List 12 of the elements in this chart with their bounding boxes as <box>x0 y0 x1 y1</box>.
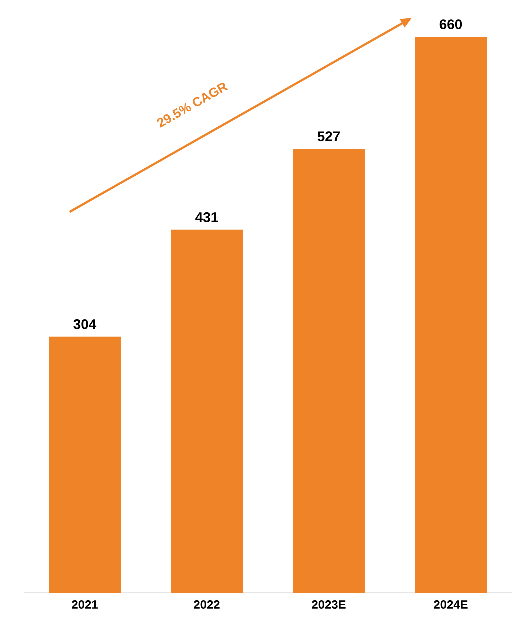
data-label: 660 <box>440 20 462 30</box>
data-label: 304 <box>74 319 97 330</box>
x-tick-label: 2022 <box>194 600 220 609</box>
bar <box>415 36 488 593</box>
bar <box>171 230 244 593</box>
bar <box>293 149 366 593</box>
x-tick-label: 2023E <box>312 600 346 610</box>
x-tick-label: 2024E <box>434 600 468 609</box>
data-label: 431 <box>196 212 218 222</box>
bar <box>49 336 121 593</box>
x-tick-label: 2021 <box>72 600 98 609</box>
data-label: 527 <box>318 132 340 142</box>
